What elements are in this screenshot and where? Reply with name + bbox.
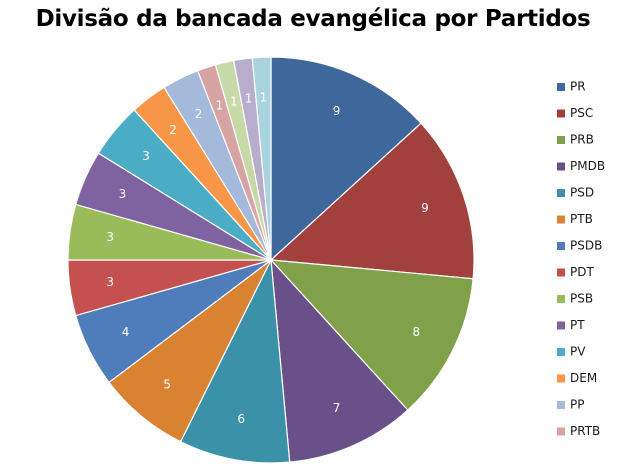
data-label-pdt: 3 (106, 275, 114, 289)
data-label-dem: 2 (169, 123, 177, 137)
legend-label-psdb: PSDB (570, 239, 602, 253)
legend-swatch-psdb (557, 242, 565, 250)
legend-label-pv: PV (570, 345, 586, 359)
data-label-pv: 3 (142, 149, 150, 163)
legend-label-dem: DEM (570, 371, 597, 385)
pie-slice-pr (270, 56, 422, 262)
legend-label-psd: PSD (570, 186, 594, 200)
legend-swatch-psb (557, 295, 565, 303)
data-label-pp: 2 (195, 107, 203, 121)
data-label-slice-15: 1 (230, 94, 238, 108)
legend-swatch-pdt (557, 268, 565, 277)
legend-swatch-pt (557, 321, 565, 330)
legend-swatch-prb (557, 136, 565, 144)
data-label-psb: 3 (106, 230, 114, 244)
legend-swatch-pp (557, 401, 565, 409)
data-label-pmdb: 7 (333, 401, 341, 415)
data-label-ptb: 5 (163, 377, 171, 391)
legend-label-psb: PSB (570, 292, 593, 306)
legend-label-psc: PSC (570, 106, 593, 120)
data-label-prtb: 1 (216, 99, 224, 113)
data-label-psd: 6 (237, 412, 245, 426)
legend: PR PSC PRB PMDB PSD PTB PSDB PDT PSB PT PV DEM PP PRT… (557, 80, 605, 438)
data-label-psc: 9 (421, 201, 429, 215)
legend-swatch-psd (557, 189, 565, 197)
chart-title: Divisão da bancada evangélica por Partid… (35, 6, 591, 32)
legend-label-ptb: PTB (570, 212, 593, 226)
legend-swatch-psc (557, 109, 565, 118)
pie-slice-psd (179, 257, 291, 464)
legend-swatch-prtb (557, 427, 565, 436)
legend-label-prb: PRB (570, 133, 594, 147)
legend-label-pdt: PDT (570, 265, 594, 279)
pie-slices (67, 56, 475, 464)
pie-slice-pmdb (270, 258, 409, 463)
legend-label-pt: PT (570, 318, 585, 332)
legend-swatch-pmdb (557, 162, 565, 171)
pie-slice-slice-17 (251, 56, 272, 261)
pie-slice-psc (269, 122, 475, 280)
legend-swatch-pv (557, 348, 565, 356)
data-label-prb: 8 (413, 325, 421, 339)
legend-label-prtb: PRTB (570, 424, 600, 438)
legend-label-pmdb: PMDB (570, 159, 605, 173)
data-label-slice-16: 1 (245, 92, 253, 106)
pie-slice-prb (269, 259, 474, 411)
data-label-psdb: 4 (122, 325, 130, 339)
legend-swatch-dem (557, 374, 565, 383)
data-label-slice-17: 1 (260, 90, 268, 104)
legend-swatch-ptb (557, 215, 565, 224)
legend-label-pr: PR (570, 80, 586, 94)
data-label-pr: 9 (333, 104, 341, 118)
legend-label-pp: PP (570, 398, 584, 412)
legend-swatch-pr (557, 83, 565, 91)
data-label-pt: 3 (119, 187, 127, 201)
